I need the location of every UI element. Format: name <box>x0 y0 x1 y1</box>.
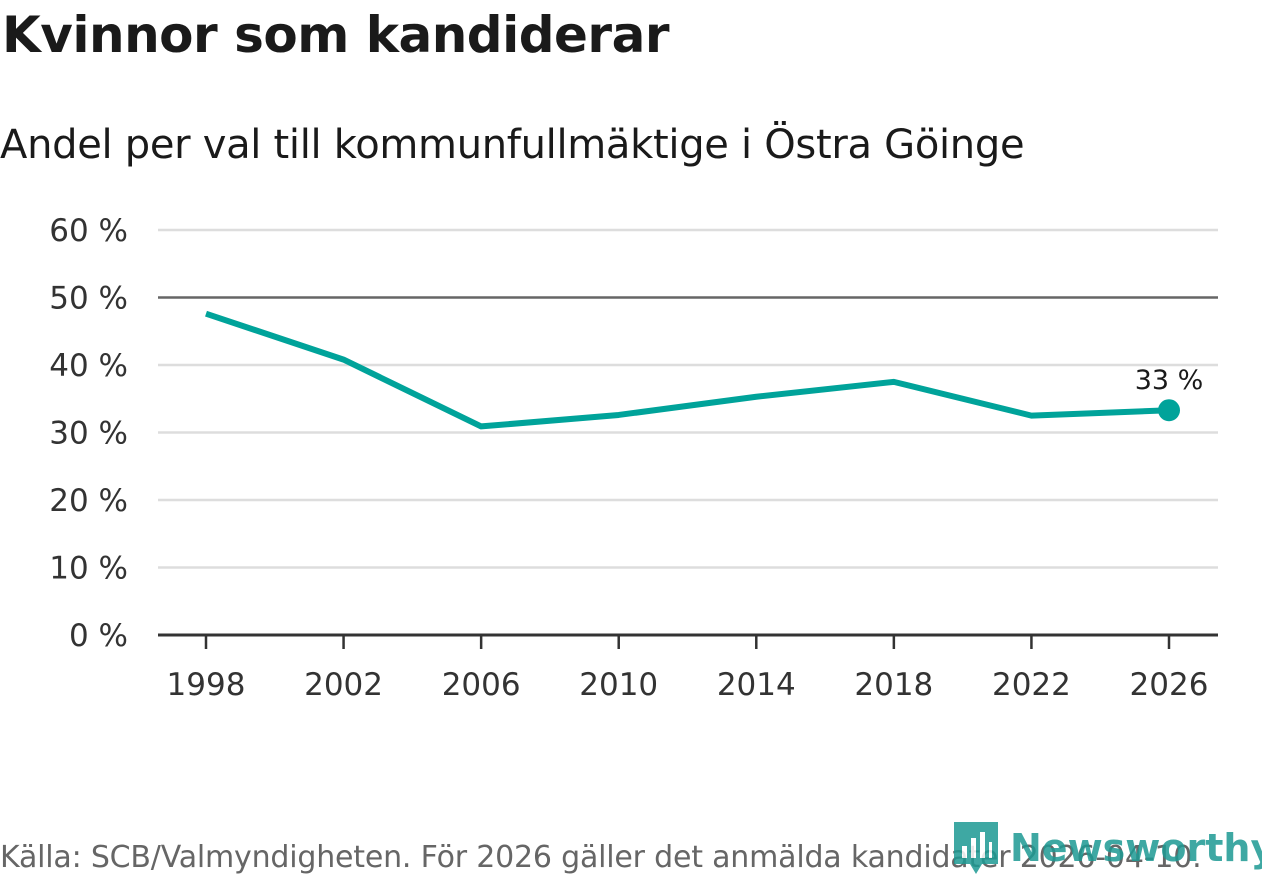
x-tick-label: 2010 <box>579 667 658 703</box>
x-tick-label: 2018 <box>854 667 933 703</box>
x-tick-label: 2022 <box>992 667 1071 703</box>
x-tick-label: 2006 <box>442 667 521 703</box>
brand-name: Newsworthy <box>1010 826 1262 870</box>
y-tick-label: 20 % <box>49 483 128 519</box>
chart-subtitle: Andel per val till kommunfullmäktige i Ö… <box>0 122 1025 168</box>
x-tick-label: 2002 <box>304 667 383 703</box>
y-tick-label: 0 % <box>69 618 128 654</box>
y-tick-label: 30 % <box>49 416 128 452</box>
brand: Newsworthy <box>952 818 1262 878</box>
y-tick-label: 10 % <box>49 551 128 587</box>
newsworthy-logo-icon <box>954 822 998 874</box>
line-chart: 0 % 10 % 20 % 30 % 40 % 50 % 60 % 1998 2002 2006 2… <box>49 213 1218 703</box>
y-tick-label: 40 % <box>49 348 128 384</box>
x-tick-label: 2026 <box>1130 667 1209 703</box>
end-point-marker <box>1158 399 1180 422</box>
y-tick-label: 50 % <box>49 281 128 317</box>
source-note: Källa: SCB/Valmyndigheten. För 2026 gäll… <box>0 840 1202 875</box>
series-line <box>205 310 1170 430</box>
x-tick-label: 2014 <box>717 667 796 703</box>
x-tick-label: 1998 <box>167 667 246 703</box>
y-tick-label: 60 % <box>49 213 128 249</box>
chart-title: Kvinnor som kandiderar <box>2 6 669 64</box>
end-value-label: 33 % <box>1135 365 1204 396</box>
